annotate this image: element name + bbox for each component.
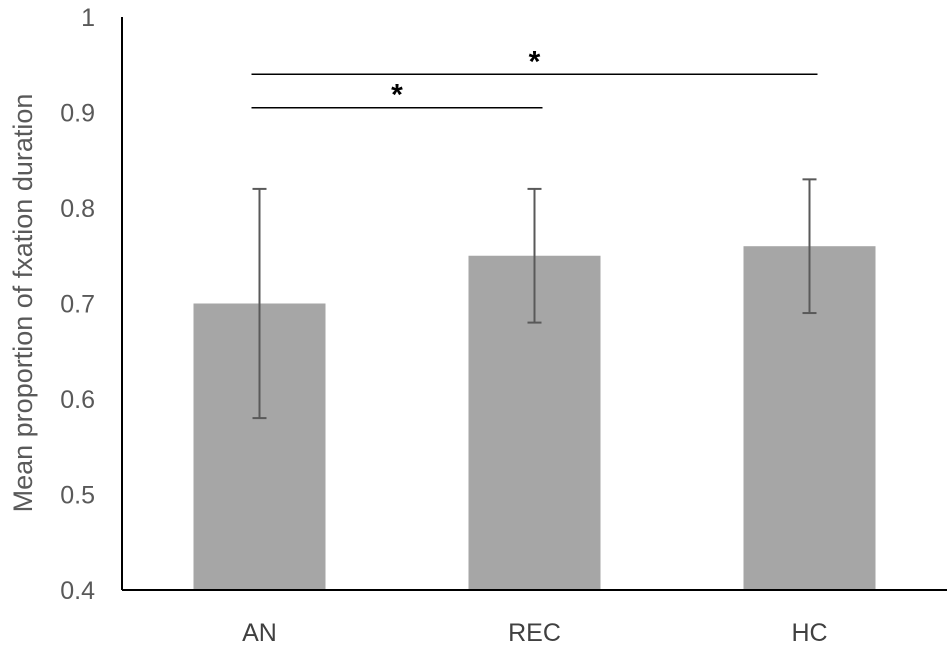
x-tick-labels: AN REC HC xyxy=(242,619,827,646)
y-axis-title: Mean proportion of fxation duration xyxy=(8,94,38,513)
significance-star-an-rec: * xyxy=(391,79,403,112)
significance-star-an-hc: * xyxy=(529,45,541,78)
y-tick-label: 0.5 xyxy=(60,482,95,510)
y-tick-label: 0.6 xyxy=(60,386,95,414)
error-bars-layer xyxy=(252,178,817,420)
y-tick-label: 0.7 xyxy=(60,291,95,319)
x-tick-label-an: AN xyxy=(242,619,277,646)
y-tick-label: 0.8 xyxy=(60,195,95,223)
y-tick-labels: 0.4 0.5 0.6 0.7 0.8 0.9 1 xyxy=(60,4,95,605)
significance-layer: ** xyxy=(251,45,818,112)
x-tick-label-hc: HC xyxy=(791,619,827,646)
x-tick-label-rec: REC xyxy=(508,619,561,646)
y-tick-label: 0.9 xyxy=(60,100,95,128)
y-tick-label: 0.4 xyxy=(60,577,95,605)
y-tick-label: 1 xyxy=(81,4,95,32)
